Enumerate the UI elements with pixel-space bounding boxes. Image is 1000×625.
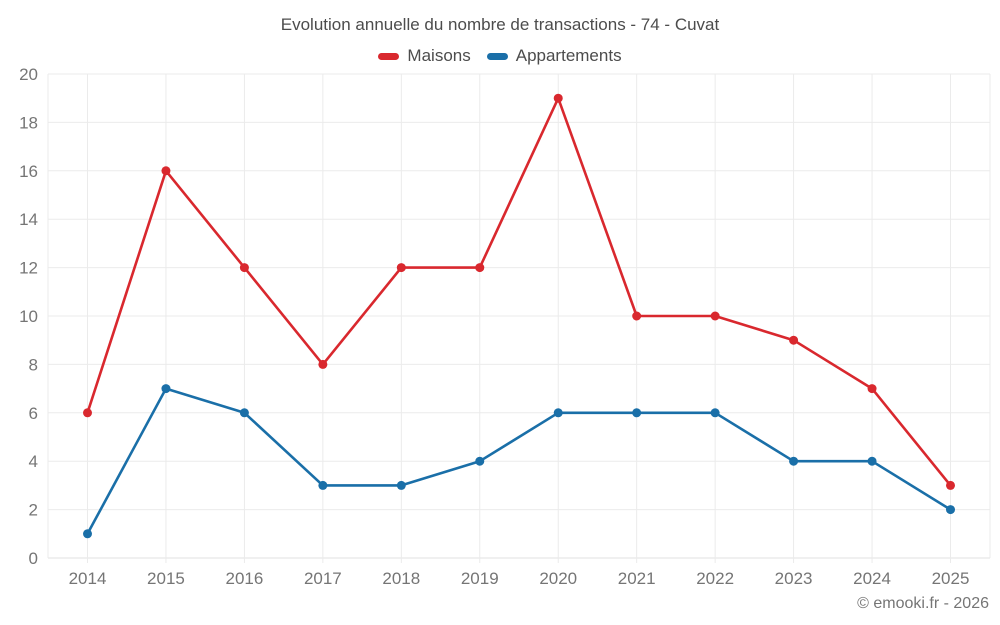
data-point-appartements-2014[interactable]	[83, 529, 92, 539]
x-axis-tick-label: 2015	[147, 569, 185, 588]
data-point-appartements-2024[interactable]	[867, 456, 877, 466]
series-line-appartements	[86, 387, 952, 536]
data-point-maisons-2017[interactable]	[318, 359, 328, 369]
series-line-maisons	[86, 96, 952, 487]
x-axis-tick-label: 2018	[382, 569, 420, 588]
data-point-maisons-2020[interactable]	[553, 93, 563, 103]
data-point-appartements-2015[interactable]	[161, 384, 171, 394]
x-axis-tick-label: 2025	[932, 569, 970, 588]
legend-swatch-maisons-icon	[378, 52, 400, 60]
x-axis-tick-label: 2020	[539, 569, 577, 588]
y-axis-tick-label: 14	[19, 210, 38, 229]
data-point-appartements-2019[interactable]	[475, 456, 485, 466]
data-point-maisons-2019[interactable]	[475, 263, 485, 273]
data-point-appartements-2017[interactable]	[318, 480, 328, 490]
y-axis-tick-label: 12	[19, 259, 38, 278]
y-axis-tick-label: 10	[19, 307, 38, 326]
y-axis-tick-label: 18	[19, 113, 38, 132]
data-point-maisons-2025[interactable]	[946, 480, 955, 490]
y-axis-tick-label: 16	[19, 162, 38, 181]
data-point-appartements-2022[interactable]	[710, 408, 720, 418]
data-point-maisons-2014[interactable]	[83, 408, 92, 418]
x-axis-tick-label: 2014	[69, 569, 107, 588]
data-point-maisons-2022[interactable]	[710, 311, 720, 321]
data-point-maisons-2021[interactable]	[632, 311, 642, 321]
data-point-appartements-2018[interactable]	[396, 480, 406, 490]
data-point-maisons-2018[interactable]	[396, 263, 406, 273]
y-axis-tick-label: 6	[29, 404, 38, 423]
legend-label-maisons: Maisons	[407, 46, 471, 65]
x-axis-tick-label: 2016	[225, 569, 263, 588]
y-axis-tick-label: 8	[29, 355, 38, 374]
y-axis-tick-label: 20	[19, 65, 38, 84]
legend-item-maisons[interactable]: Maisons	[378, 46, 471, 66]
copyright-credit: © emooki.fr - 2026	[857, 595, 989, 612]
y-axis-tick-label: 2	[29, 501, 38, 520]
data-point-maisons-2023[interactable]	[789, 335, 799, 345]
legend-item-appartements[interactable]: Appartements	[486, 46, 622, 66]
x-axis-tick-label: 2021	[618, 569, 656, 588]
data-point-maisons-2015[interactable]	[161, 166, 171, 176]
x-axis-tick-label: 2024	[853, 569, 891, 588]
legend-swatch-appartements-icon	[486, 52, 508, 60]
x-axis-tick-label: 2017	[304, 569, 342, 588]
data-point-appartements-2021[interactable]	[632, 408, 642, 418]
x-axis-tick-label: 2019	[461, 569, 499, 588]
data-point-maisons-2016[interactable]	[239, 263, 249, 273]
legend-label-appartements: Appartements	[515, 46, 622, 65]
y-axis-tick-label: 0	[29, 549, 38, 568]
data-point-appartements-2025[interactable]	[946, 505, 955, 515]
data-point-maisons-2024[interactable]	[867, 384, 877, 394]
x-axis-tick-label: 2022	[696, 569, 734, 588]
data-point-appartements-2020[interactable]	[553, 408, 563, 418]
data-point-appartements-2023[interactable]	[789, 456, 799, 466]
chart-title: Evolution annuelle du nombre de transact…	[280, 15, 720, 34]
x-axis-tick-label: 2023	[775, 569, 813, 588]
y-axis-tick-label: 4	[29, 452, 38, 471]
data-point-appartements-2016[interactable]	[239, 408, 249, 418]
chart-legend: Maisons Appartements	[0, 46, 1000, 66]
